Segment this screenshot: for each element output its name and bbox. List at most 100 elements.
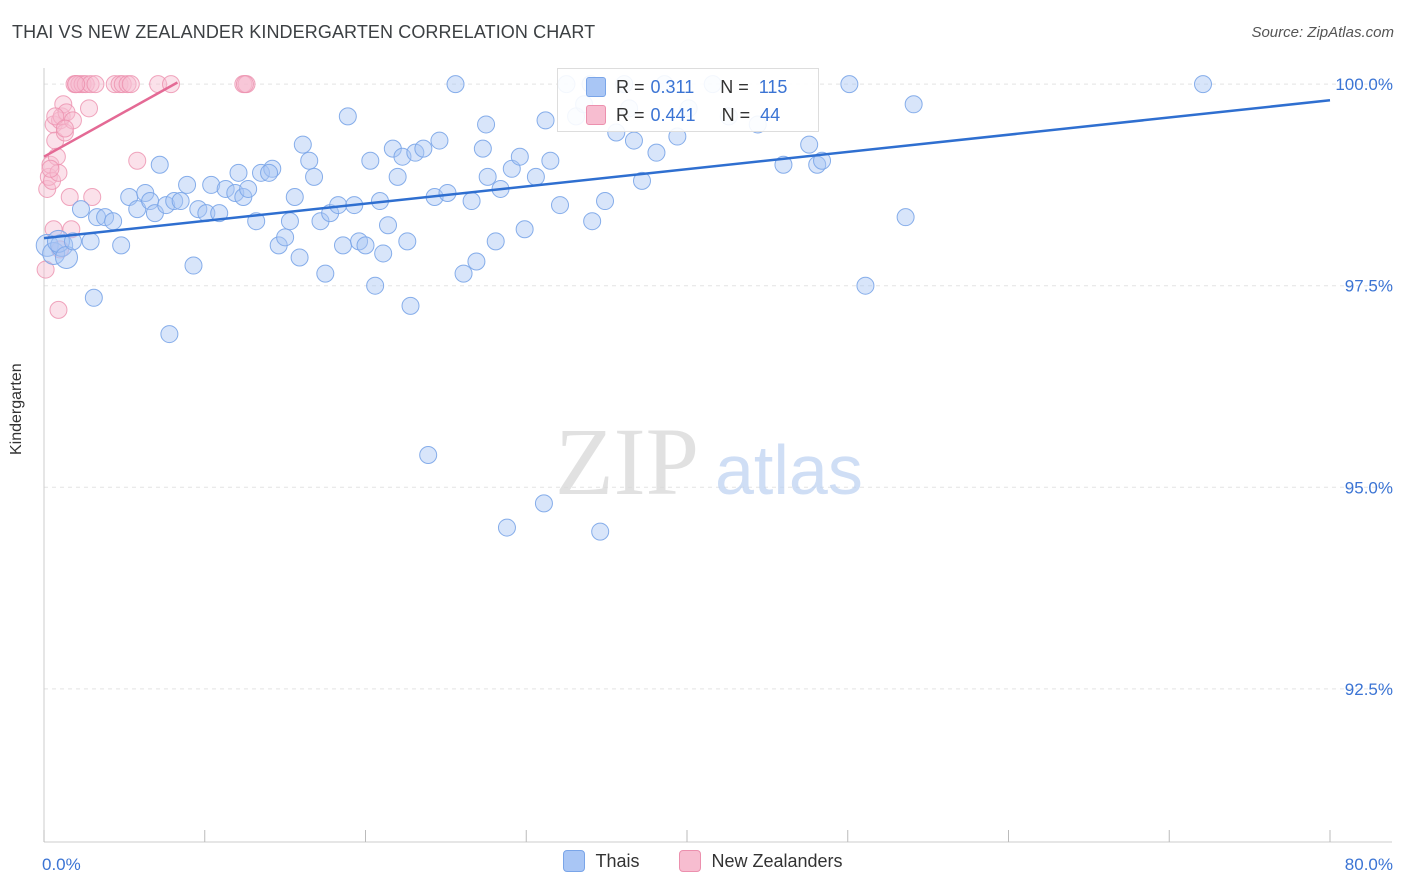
thais-point: [333, 236, 352, 255]
stats-swatch-thais: [586, 77, 606, 97]
legend-item-new-zealanders[interactable]: New Zealanders: [679, 850, 843, 872]
thais-point: [50, 233, 74, 257]
thais-point: [477, 115, 496, 134]
stats-row-new-zealanders: R = 0.441 N = 44: [558, 101, 780, 129]
new-zealanders-point: [60, 188, 79, 206]
thais-point: [497, 518, 516, 537]
thais-point: [150, 155, 169, 174]
watermark-atlas: atlas: [715, 431, 863, 509]
thais-point: [293, 135, 312, 154]
new-zealanders-point: [41, 159, 60, 178]
thais-point: [171, 192, 190, 211]
stats-n-value: 115: [758, 76, 788, 97]
y-tick-label: 97.5%: [1345, 277, 1393, 296]
thais-point: [276, 228, 295, 247]
y-tick-label: 100.0%: [1335, 75, 1393, 94]
thais-point: [300, 151, 319, 170]
stats-r-value: 0.311: [650, 76, 695, 97]
stats-r-value: 0.441: [650, 104, 696, 125]
thais-point: [128, 200, 147, 219]
thais-point: [210, 204, 229, 223]
thais-point: [285, 188, 304, 206]
source-credit: Source: ZipAtlas.com: [1251, 24, 1394, 41]
thais-point: [904, 95, 923, 114]
thais-point: [896, 208, 915, 227]
stats-box: R = 0.311 N = 115 R = 0.441 N = 44: [557, 68, 819, 132]
thais-point: [647, 143, 666, 162]
thais-point: [239, 179, 258, 198]
thais-point: [534, 494, 553, 513]
tick-labels: 100.0% 97.5% 95.0% 92.5% 0.0% 80.0%: [42, 75, 1393, 874]
thais-point: [366, 276, 385, 295]
stats-r-label: R =: [616, 104, 645, 125]
thais-point: [84, 288, 103, 307]
thais-point: [260, 163, 279, 182]
legend: Thais New Zealanders: [0, 850, 1406, 872]
thais-point: [316, 264, 335, 283]
thais-point: [583, 212, 602, 231]
stats-swatch-new-zealanders: [586, 105, 606, 125]
thais-point: [486, 232, 505, 251]
new-zealanders-point: [46, 107, 65, 126]
axes: [43, 68, 1392, 843]
thais-point: [454, 264, 473, 283]
thais-point: [856, 276, 875, 295]
thais-point: [632, 171, 651, 190]
new-zealanders-point: [55, 119, 74, 138]
thais-point: [361, 151, 380, 170]
thais-point: [81, 232, 100, 251]
new-zealanders-point: [49, 300, 68, 319]
new-zealanders-point: [235, 75, 254, 94]
new-zealanders-point: [128, 151, 147, 170]
new-zealanders-point: [121, 75, 140, 94]
thais-point: [178, 175, 197, 194]
thais-point: [536, 111, 555, 130]
thais-point: [374, 244, 393, 263]
legend-label-thais: Thais: [595, 850, 640, 871]
thais-point: [305, 167, 324, 186]
thais-point: [202, 175, 221, 194]
thais-point: [63, 232, 82, 251]
thais-point: [591, 522, 610, 541]
new-zealanders-point: [80, 99, 99, 118]
thais-point: [515, 220, 534, 239]
thais-point: [229, 163, 248, 182]
y-tick-label: 95.0%: [1345, 478, 1393, 497]
thais-point: [624, 131, 643, 150]
thais-point: [112, 236, 131, 255]
stats-row-thais: R = 0.311 N = 115: [558, 73, 787, 101]
new-zealanders-point: [76, 75, 95, 94]
thais-point: [71, 200, 90, 219]
legend-swatch-new-zealanders: [679, 850, 702, 872]
thais-point: [541, 151, 560, 170]
thais-point: [379, 216, 398, 235]
thais-point: [216, 179, 235, 198]
thais-point: [526, 167, 545, 186]
thais-point: [160, 325, 179, 344]
thais-point: [165, 192, 184, 211]
thais-point: [419, 446, 438, 464]
thais-point: [414, 139, 433, 158]
thais-point: [280, 212, 299, 231]
chart-title: THAI VS NEW ZEALANDER KINDERGARTEN CORRE…: [12, 22, 596, 42]
stats-n-label: N =: [720, 76, 749, 97]
thais-point: [104, 212, 123, 231]
legend-item-thais[interactable]: Thais: [563, 850, 639, 872]
thais-point: [467, 252, 486, 271]
thais-point: [338, 107, 357, 126]
stats-n-value: 44: [760, 104, 781, 125]
new-zealanders-point: [67, 75, 86, 94]
thais-point: [184, 256, 203, 275]
thais-point: [356, 236, 375, 255]
thais-point: [1194, 75, 1213, 94]
new-zealanders-point: [83, 188, 102, 206]
x-tick-label: 0.0%: [42, 855, 81, 874]
thais-point: [478, 167, 497, 186]
thais-point: [398, 232, 417, 251]
thais-point: [840, 75, 859, 94]
thais-point: [551, 196, 570, 215]
thais-point: [800, 135, 819, 154]
thais-point: [596, 192, 615, 211]
stats-r-label: R =: [616, 76, 645, 97]
thais-point: [290, 248, 309, 267]
